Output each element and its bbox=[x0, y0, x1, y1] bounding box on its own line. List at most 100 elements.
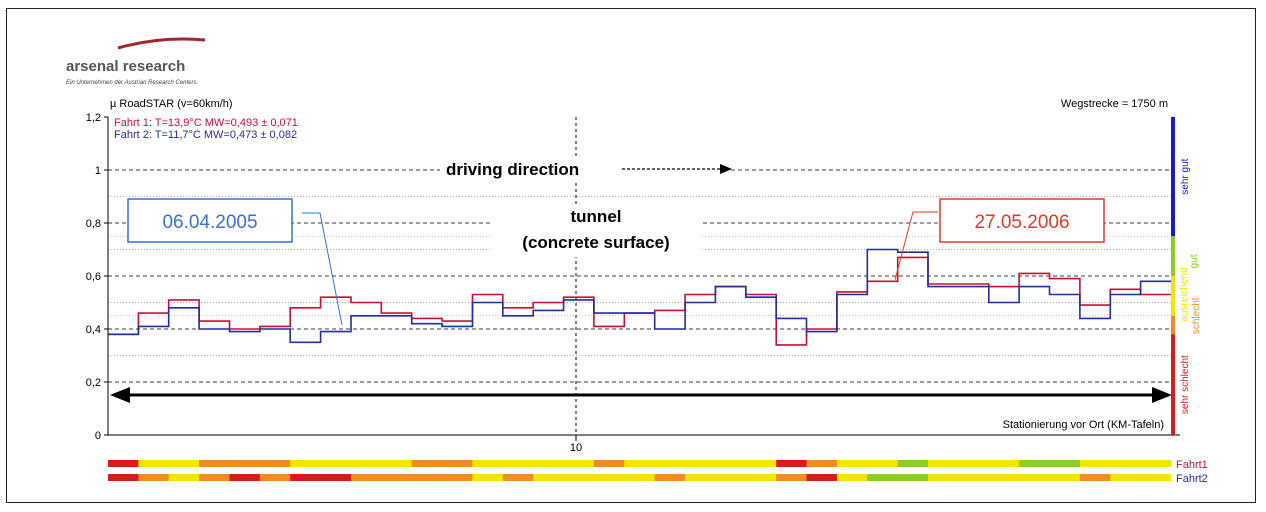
logo-swoosh bbox=[117, 37, 206, 50]
rating-cell-fahrt1 bbox=[1079, 460, 1111, 467]
rating-cell-fahrt1 bbox=[563, 460, 595, 467]
rating-cell-fahrt1 bbox=[168, 460, 200, 467]
distance-label: Wegstrecke = 1750 m bbox=[1061, 98, 1168, 110]
series-line-fahrt2 bbox=[108, 248, 1171, 344]
rating-cell-fahrt2 bbox=[411, 474, 443, 481]
scale-ausreichend-zone bbox=[1171, 276, 1175, 316]
length-arrow bbox=[110, 387, 1172, 403]
series-layer bbox=[108, 248, 1171, 346]
rating-cell-fahrt2 bbox=[1079, 474, 1111, 481]
logo-brand: arsenal research bbox=[66, 58, 185, 75]
rating-cell-fahrt1 bbox=[229, 460, 261, 467]
rating-cell-fahrt1 bbox=[958, 460, 990, 467]
rating-cell-fahrt1 bbox=[928, 460, 959, 467]
y-tick-label: 0,2 bbox=[86, 377, 101, 389]
rating-cell-fahrt1 bbox=[715, 460, 747, 467]
rating-cell-fahrt2 bbox=[928, 474, 959, 481]
rating-bar-label: Fahrt1 bbox=[1176, 459, 1208, 471]
tunnel-surface-label: (concrete surface) bbox=[522, 233, 669, 252]
legend-fahrt1: Fahrt 1: T=13,9°C MW=0,493 ± 0,071 bbox=[114, 117, 298, 129]
logo: arsenal research Ein Unternehmen der Aus… bbox=[66, 37, 206, 86]
series-line-fahrt1 bbox=[108, 256, 1171, 346]
stationing-label: Stationierung vor Ort (KM-Tafeln) bbox=[1003, 419, 1164, 431]
annotation-layer bbox=[440, 117, 725, 435]
rating-cell-fahrt2 bbox=[563, 474, 595, 481]
tunnel-label: tunnel bbox=[571, 207, 622, 226]
rating-bars: Fahrt1 Fahrt2 bbox=[108, 459, 1208, 485]
y-tick-label: 1 bbox=[95, 165, 101, 177]
rating-cell-fahrt1 bbox=[138, 460, 170, 467]
rating-cell-fahrt2 bbox=[867, 474, 899, 481]
rating-cell-fahrt2 bbox=[259, 474, 291, 481]
scale-label-gut: gut bbox=[1189, 254, 1200, 268]
rating-cell-fahrt2 bbox=[1049, 474, 1081, 481]
rating-cell-fahrt2 bbox=[350, 474, 382, 481]
scale-label-sehr-schlecht: sehr schlecht bbox=[1180, 355, 1191, 414]
date-blue-text: 06.04.2005 bbox=[162, 212, 257, 233]
date-box-red: 27.05.2006 bbox=[894, 198, 1105, 281]
y-tick-label: 0,6 bbox=[86, 271, 101, 283]
rating-cell-fahrt1 bbox=[1140, 460, 1172, 467]
tunnel-text-mask bbox=[490, 205, 702, 257]
scale-schlecht-zone bbox=[1171, 315, 1175, 335]
rating-cell-fahrt2 bbox=[138, 474, 170, 481]
rating-cell-fahrt1 bbox=[1049, 460, 1081, 467]
rating-cell-fahrt1 bbox=[624, 460, 656, 467]
rating-cell-fahrt1 bbox=[259, 460, 291, 467]
rating-cell-fahrt1 bbox=[776, 460, 807, 467]
rating-cell-fahrt1 bbox=[1019, 460, 1050, 467]
rating-cell-fahrt2 bbox=[624, 474, 656, 481]
y-tick-label: 1,2 bbox=[86, 112, 101, 124]
rating-cell-fahrt1 bbox=[502, 460, 534, 467]
rating-cell-fahrt2 bbox=[108, 474, 139, 481]
rating-cell-fahrt2 bbox=[229, 474, 261, 481]
y-tick-label: 0,4 bbox=[86, 324, 101, 336]
scale-label-schlecht: schlecht bbox=[1191, 297, 1202, 334]
rating-cell-fahrt1 bbox=[533, 460, 564, 467]
rating-cell-fahrt1 bbox=[806, 460, 838, 467]
rating-cell-fahrt2 bbox=[715, 474, 747, 481]
scale-label-ausreichend: ausreichend bbox=[1179, 267, 1190, 321]
rating-cell-fahrt1 bbox=[685, 460, 716, 467]
rating-cell-fahrt2 bbox=[988, 474, 1020, 481]
rating-cell-fahrt1 bbox=[593, 460, 625, 467]
date-box-blue: 06.04.2005 bbox=[127, 198, 343, 326]
x-tick-label: 10 bbox=[570, 442, 582, 454]
rating-cell-fahrt1 bbox=[350, 460, 382, 467]
scale-gut-zone bbox=[1171, 236, 1175, 276]
rating-cell-fahrt1 bbox=[745, 460, 777, 467]
rating-cell-fahrt2 bbox=[533, 474, 564, 481]
rating-cell-fahrt1 bbox=[442, 460, 473, 467]
rating-cell-fahrt1 bbox=[897, 460, 929, 467]
logo-tagline: Ein Unternehmen der Austrian Research Ce… bbox=[66, 80, 198, 86]
rating-cell-fahrt2 bbox=[806, 474, 838, 481]
rating-cell-fahrt1 bbox=[988, 460, 1020, 467]
rating-cell-fahrt2 bbox=[958, 474, 990, 481]
scale-sehr-schlecht-zone bbox=[1171, 334, 1175, 435]
y-axis-title: µ RoadSTAR (v=60km/h) bbox=[110, 98, 233, 110]
rating-cell-fahrt1 bbox=[199, 460, 230, 467]
rating-cell-fahrt2 bbox=[776, 474, 807, 481]
rating-cell-fahrt2 bbox=[442, 474, 473, 481]
rating-cell-fahrt2 bbox=[1140, 474, 1172, 481]
axis-layer: 0 0,2 0,4 0,6 0,8 1 1,2 10 bbox=[86, 112, 1180, 454]
rating-cell-fahrt2 bbox=[290, 474, 321, 481]
rating-cell-fahrt1 bbox=[381, 460, 413, 467]
date-red-text: 27.05.2006 bbox=[974, 212, 1069, 233]
rating-cell-fahrt2 bbox=[168, 474, 200, 481]
rating-cell-fahrt2 bbox=[1110, 474, 1142, 481]
rating-cell-fahrt2 bbox=[654, 474, 686, 481]
rating-cell-fahrt1 bbox=[108, 460, 139, 467]
rating-cell-fahrt2 bbox=[472, 474, 504, 481]
y-tick-label: 0,8 bbox=[86, 218, 101, 230]
rating-cell-fahrt2 bbox=[199, 474, 230, 481]
rating-cell-fahrt1 bbox=[867, 460, 899, 467]
rating-cell-fahrt2 bbox=[745, 474, 777, 481]
rating-cell-fahrt2 bbox=[381, 474, 413, 481]
scale-label-sehr-gut: sehr gut bbox=[1180, 158, 1191, 194]
rating-cell-fahrt2 bbox=[836, 474, 868, 481]
rating-cell-fahrt2 bbox=[502, 474, 534, 481]
rating-cell-fahrt1 bbox=[1110, 460, 1142, 467]
